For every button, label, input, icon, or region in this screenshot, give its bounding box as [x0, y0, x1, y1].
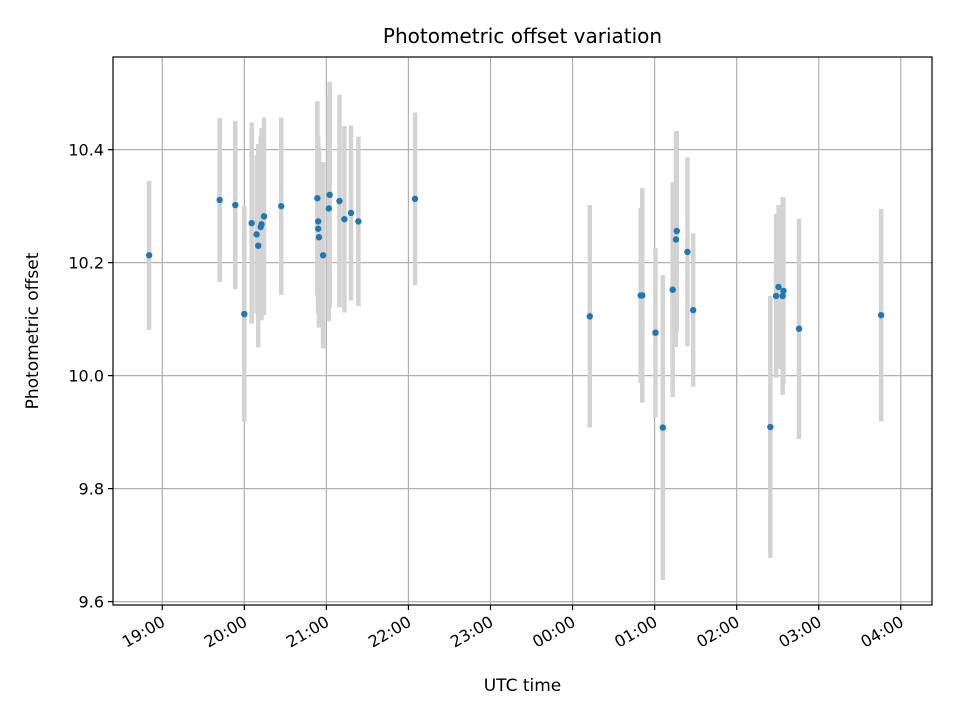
- data-point: [253, 231, 260, 238]
- data-point: [355, 218, 362, 225]
- y-axis-title: Photometric offset: [23, 252, 43, 409]
- data-point: [779, 292, 786, 300]
- y-tick-label: 10.2: [68, 254, 104, 273]
- data-point: [347, 209, 355, 217]
- y-tick-label: 9.6: [79, 593, 104, 612]
- data-point: [772, 292, 780, 300]
- data-point: [255, 242, 262, 249]
- data-point: [780, 287, 787, 295]
- data-point: [795, 325, 803, 332]
- data-points: [145, 191, 885, 431]
- data-point: [232, 201, 239, 209]
- chart-title: Photometric offset variation: [383, 24, 662, 48]
- data-point: [216, 196, 223, 204]
- data-point: [652, 329, 659, 336]
- data-point: [314, 195, 321, 202]
- data-point: [241, 310, 248, 318]
- data-point: [315, 234, 323, 241]
- data-point: [319, 252, 327, 259]
- grid: [113, 57, 932, 605]
- data-point: [877, 311, 885, 319]
- data-point: [659, 424, 667, 431]
- data-point: [684, 248, 691, 256]
- data-point: [669, 286, 676, 293]
- data-point: [586, 313, 593, 320]
- data-point: [248, 219, 255, 227]
- y-tick-label: 10.4: [68, 141, 104, 160]
- x-axis-title: UTC time: [484, 676, 562, 696]
- y-tick-label: 10.0: [68, 367, 104, 386]
- data-point: [325, 205, 333, 212]
- data-point: [278, 202, 285, 210]
- data-point: [314, 225, 322, 232]
- data-point: [775, 283, 782, 291]
- plot-frame: [112, 56, 933, 606]
- data-point: [673, 227, 680, 235]
- data-point: [411, 195, 419, 203]
- y-tick-label: 9.8: [79, 480, 104, 499]
- data-point: [672, 236, 680, 243]
- data-point: [336, 197, 343, 205]
- data-point: [314, 218, 322, 225]
- data-point: [767, 423, 774, 431]
- data-point: [689, 306, 697, 314]
- data-point: [258, 221, 265, 228]
- data-point: [639, 292, 646, 299]
- data-point: [260, 213, 268, 220]
- data-point: [145, 252, 153, 259]
- data-point: [326, 191, 333, 199]
- data-point: [341, 215, 348, 223]
